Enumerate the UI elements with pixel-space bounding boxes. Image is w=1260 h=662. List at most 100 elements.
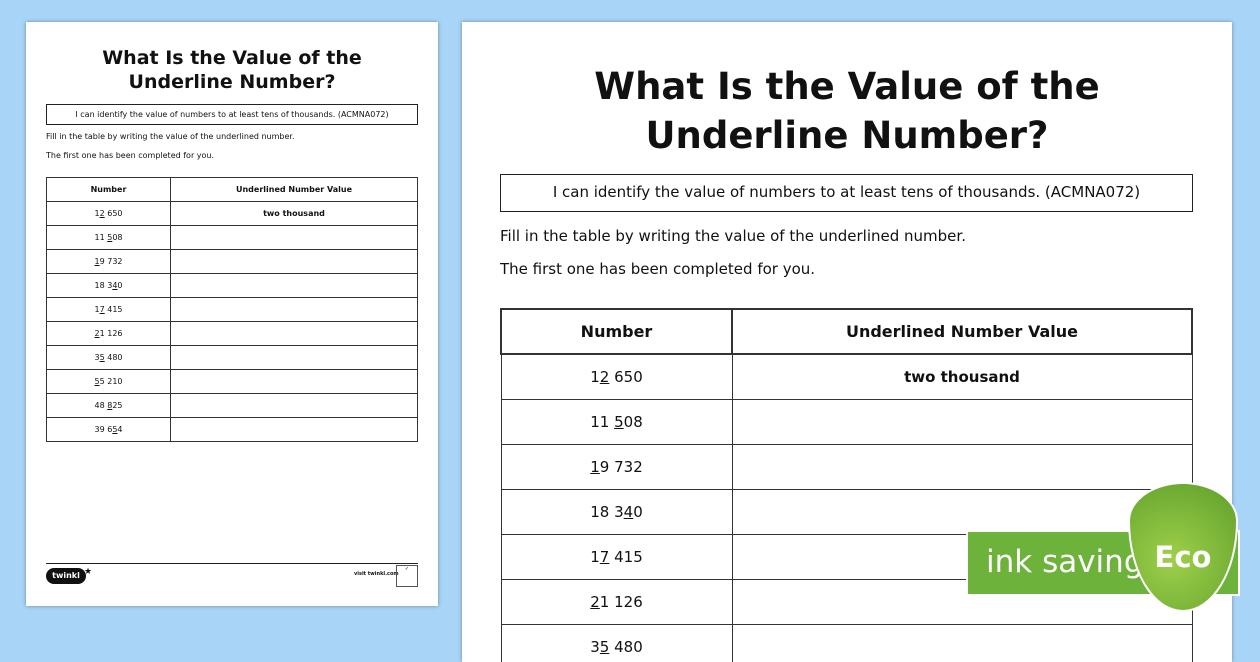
- value-cell[interactable]: [170, 249, 418, 274]
- number-part: 1: [94, 209, 100, 218]
- number-cell: 18 340: [46, 273, 171, 298]
- table-row: 48 825: [46, 393, 418, 418]
- value-cell[interactable]: two thousand: [170, 201, 418, 226]
- number-part: 48: [94, 401, 108, 410]
- underlined-digit: 7: [599, 547, 610, 566]
- underlined-digit: 2: [99, 209, 105, 218]
- number-cell: 35 480: [46, 345, 171, 370]
- number-part: 11: [94, 233, 108, 242]
- number-part: 9 732: [599, 457, 643, 476]
- underlined-digit: 8: [107, 401, 113, 410]
- number-cell: 11 508: [46, 225, 171, 250]
- number-cell: 12 650: [500, 353, 733, 400]
- number-part: 0: [117, 281, 123, 290]
- header-value: Underlined Number Value: [731, 308, 1193, 355]
- table-row: 35 480: [46, 345, 418, 370]
- value-table: Number Underlined Number Value 12 650 two t…: [500, 308, 1193, 662]
- number-part: 5 210: [99, 377, 123, 386]
- value-cell[interactable]: [170, 225, 418, 250]
- table-row: 21 126: [46, 321, 418, 346]
- number-part: 08: [112, 233, 123, 242]
- number-cell: 55 210: [46, 369, 171, 394]
- value-cell[interactable]: [731, 443, 1193, 490]
- underlined-digit: 5: [112, 425, 118, 434]
- number-part: 415: [609, 547, 643, 566]
- value-cell[interactable]: [170, 321, 418, 346]
- value-cell[interactable]: two thousand: [731, 353, 1193, 400]
- number-part: 4: [117, 425, 123, 434]
- table-row: 17 415: [46, 297, 418, 322]
- underlined-digit: 2: [590, 592, 600, 611]
- number-cell: 17 415: [46, 297, 171, 322]
- underlined-digit: 4: [112, 281, 118, 290]
- value-cell[interactable]: [731, 488, 1193, 535]
- underlined-digit: 2: [599, 367, 610, 386]
- underlined-digit: 2: [94, 329, 100, 338]
- number-cell: 39 654: [46, 417, 171, 442]
- page-title: What Is the Value of the Underline Number…: [594, 65, 1100, 157]
- number-part: 25: [112, 401, 123, 410]
- value-cell[interactable]: [170, 417, 418, 442]
- number-part: 1 126: [99, 329, 123, 338]
- number-part: 9 732: [99, 257, 123, 266]
- number-part: 3: [94, 353, 100, 362]
- instruction: The first one has been completed for you…: [46, 151, 215, 160]
- instruction: Fill in the table by writing the value o…: [46, 132, 295, 141]
- underlined-digit: 7: [99, 305, 105, 314]
- number-part: 18 3: [94, 281, 113, 290]
- number-part: 1 126: [599, 592, 643, 611]
- number-part: 650: [609, 367, 643, 386]
- underlined-digit: 5: [99, 353, 105, 362]
- number-cell: 48 825: [46, 393, 171, 418]
- number-part: 08: [623, 412, 643, 431]
- table-row: 39 654: [46, 417, 418, 442]
- twinkl-logo: twinkl: [46, 568, 86, 584]
- underlined-digit: 5: [599, 637, 610, 656]
- number-part: 415: [104, 305, 123, 314]
- eco-label: Eco: [1154, 540, 1212, 574]
- visit-link: visit twinkl.com: [354, 571, 399, 577]
- number-part: 11: [590, 412, 615, 431]
- number-part: 1: [94, 305, 100, 314]
- header-number: Number: [46, 177, 171, 202]
- objective-box: I can identify the value of numbers to a…: [500, 174, 1193, 212]
- table-row: 19 732: [46, 249, 418, 274]
- number-part: 480: [609, 637, 643, 656]
- header-value: Underlined Number Value: [170, 177, 418, 202]
- footer-divider: [46, 563, 418, 564]
- table-row: 18 340: [500, 488, 1193, 535]
- value-cell[interactable]: [170, 273, 418, 298]
- underlined-digit: 5: [614, 412, 624, 431]
- number-part: 1: [590, 367, 600, 386]
- number-cell: 19 732: [500, 443, 733, 490]
- table-row: 11 508: [500, 398, 1193, 445]
- table-row: 19 732: [500, 443, 1193, 490]
- star-icon: ★: [84, 567, 93, 577]
- number-cell: 18 340: [500, 488, 733, 535]
- number-part: 18 3: [590, 502, 624, 521]
- worksheet-thumbnail[interactable]: What Is the Value of the Underline Number…: [26, 22, 438, 606]
- number-part: 650: [104, 209, 123, 218]
- table-row: 18 340: [46, 273, 418, 298]
- table-row: 11 508: [46, 225, 418, 250]
- number-part: 480: [104, 353, 123, 362]
- table-row: 55 210: [46, 369, 418, 394]
- number-cell: 12 650: [46, 201, 171, 226]
- value-cell[interactable]: [170, 369, 418, 394]
- value-cell[interactable]: [170, 345, 418, 370]
- quality-badge-icon: ✓: [396, 565, 418, 587]
- header-number: Number: [500, 308, 733, 355]
- number-cell: 17 415: [500, 533, 733, 580]
- ink-saving-label: ink saving: [986, 544, 1144, 580]
- value-cell[interactable]: [731, 398, 1193, 445]
- underlined-digit: 1: [94, 257, 100, 266]
- value-cell[interactable]: [170, 393, 418, 418]
- page-title: What Is the Value of the Underline Number…: [102, 47, 362, 94]
- number-part: 39 6: [94, 425, 113, 434]
- value-cell[interactable]: [170, 297, 418, 322]
- instruction: The first one has been completed for you…: [500, 260, 816, 278]
- objective-box: I can identify the value of numbers to a…: [46, 104, 418, 125]
- underlined-digit: 5: [107, 233, 113, 242]
- number-cell: 19 732: [46, 249, 171, 274]
- table-row: 12 650 two thousand: [46, 201, 418, 226]
